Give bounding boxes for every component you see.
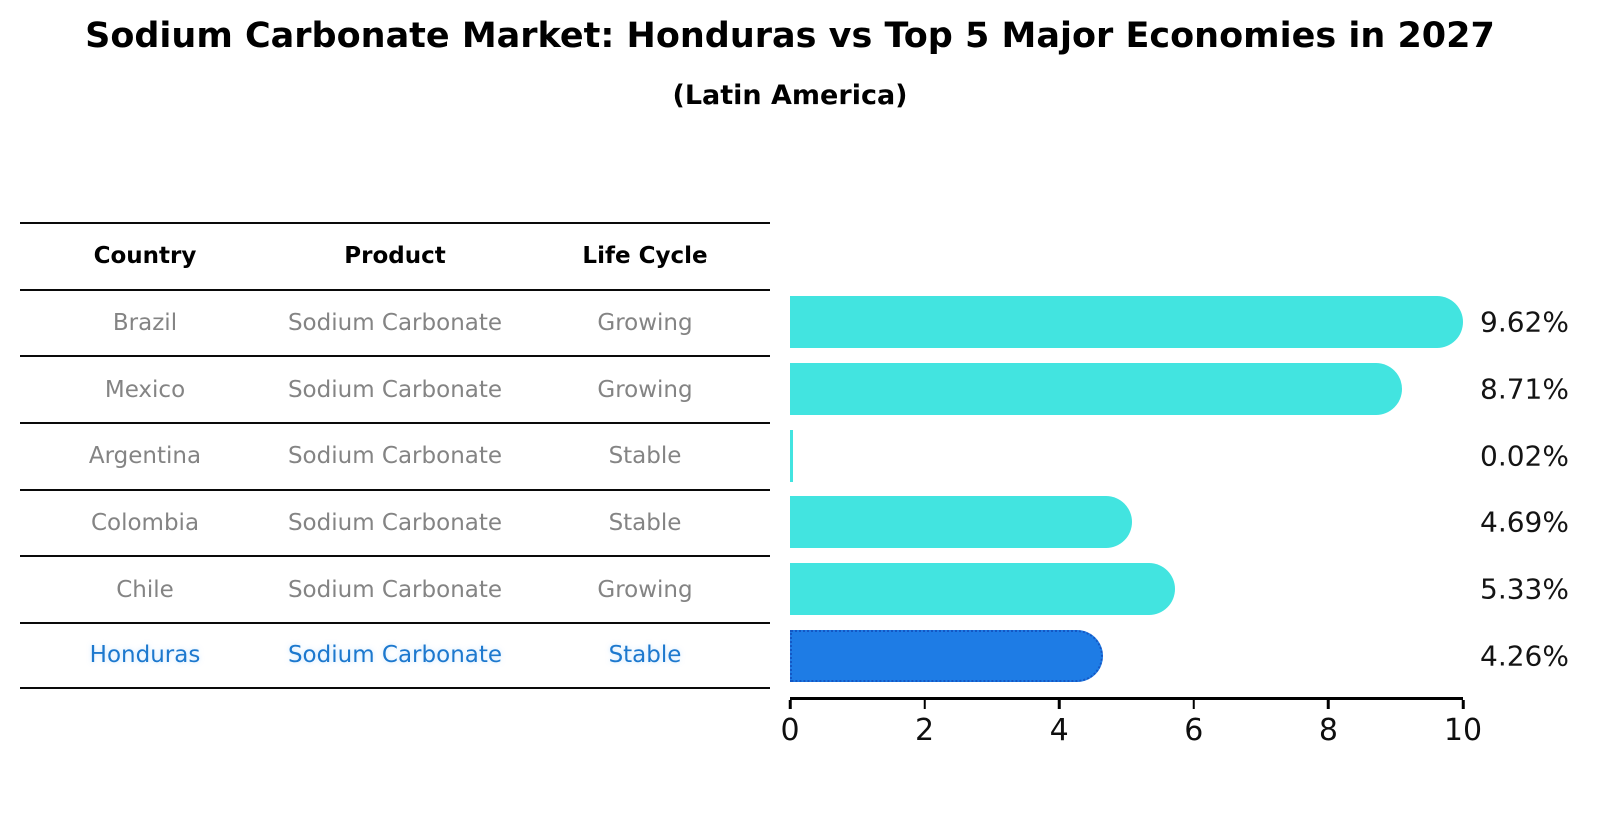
axis-tick xyxy=(1461,700,1465,709)
value-label: 0.02% xyxy=(1480,439,1569,473)
product-cell: Sodium Carbonate xyxy=(287,642,503,669)
country-cell: Chile xyxy=(116,576,174,603)
bar xyxy=(790,496,1132,549)
table-row: Honduras Sodium Carbonate Stable xyxy=(20,622,770,689)
axis-tick-label: 4 xyxy=(1049,713,1069,748)
bar-rows: 9.62% 8.71% 0.02% 4.69% 5.33% 4.26% xyxy=(790,289,1569,689)
axis-tick-label: 10 xyxy=(1443,713,1483,748)
table-row: Brazil Sodium Carbonate Growing xyxy=(20,288,770,356)
column-header: Product xyxy=(344,243,446,270)
axis-tick xyxy=(1057,700,1061,709)
bar-row: 4.26% xyxy=(790,622,1569,689)
axis-tick xyxy=(1327,700,1330,709)
table-row: Chile Sodium Carbonate Growing xyxy=(20,555,770,622)
life-cycle-cell: Growing xyxy=(597,576,693,603)
bar xyxy=(790,429,793,482)
country-cell: Honduras xyxy=(89,642,201,669)
country-cell: Brazil xyxy=(112,310,178,337)
bar xyxy=(790,363,1402,416)
axis-tick-label: 2 xyxy=(915,713,935,748)
value-label: 4.26% xyxy=(1480,639,1569,673)
bar-row: 9.62% xyxy=(790,289,1569,356)
life-cycle-cell: Growing xyxy=(597,310,693,337)
product-cell: Sodium Carbonate xyxy=(287,443,503,470)
life-cycle-cell: Stable xyxy=(608,443,682,470)
table-row: Colombia Sodium Carbonate Stable xyxy=(20,488,770,556)
value-label: 4.69% xyxy=(1480,505,1569,539)
axis-tick xyxy=(923,700,926,709)
bar-row: 5.33% xyxy=(790,556,1569,623)
life-cycle-cell: Stable xyxy=(608,510,682,537)
table-row: Argentina Sodium Carbonate Stable xyxy=(20,422,770,489)
life-cycle-cell: Growing xyxy=(597,376,693,403)
country-cell: Argentina xyxy=(88,443,202,470)
value-label: 5.33% xyxy=(1480,572,1569,606)
comparison-table: Country Product Life Cycle Brazil Sodium Car… xyxy=(20,222,770,689)
column-header: Country xyxy=(93,243,197,270)
bar xyxy=(790,296,1463,349)
product-cell: Sodium Carbonate xyxy=(287,510,503,537)
product-cell: Sodium Carbonate xyxy=(287,576,503,603)
life-cycle-cell: Stable xyxy=(608,642,682,669)
axis-tick-label: 8 xyxy=(1318,713,1338,748)
highlight-bar xyxy=(790,629,1103,682)
country-cell: Colombia xyxy=(90,510,200,537)
product-cell: Sodium Carbonate xyxy=(287,310,503,337)
product-cell: Sodium Carbonate xyxy=(287,376,503,403)
axis-tick-label: 0 xyxy=(780,713,800,748)
chart-title: Sodium Carbonate Market: Honduras vs Top… xyxy=(85,16,1495,56)
value-label: 8.71% xyxy=(1480,372,1569,406)
axis-tick xyxy=(1192,700,1196,709)
table-row: Mexico Sodium Carbonate Growing xyxy=(20,355,770,422)
bar-row: 0.02% xyxy=(790,422,1569,489)
bar xyxy=(790,563,1175,616)
country-cell: Mexico xyxy=(104,376,186,403)
axis-tick xyxy=(788,700,792,709)
chart-subtitle: (Latin America) xyxy=(672,80,908,111)
x-axis: 0 2 4 6 8 10 xyxy=(780,697,1482,748)
value-label: 9.62% xyxy=(1480,305,1569,339)
axis-tick-label: 6 xyxy=(1184,713,1204,748)
bar-row: 4.69% xyxy=(790,489,1569,556)
bar-row: 8.71% xyxy=(790,356,1569,423)
table-header-row: Country Product Life Cycle xyxy=(20,222,770,289)
column-header: Life Cycle xyxy=(582,243,708,270)
